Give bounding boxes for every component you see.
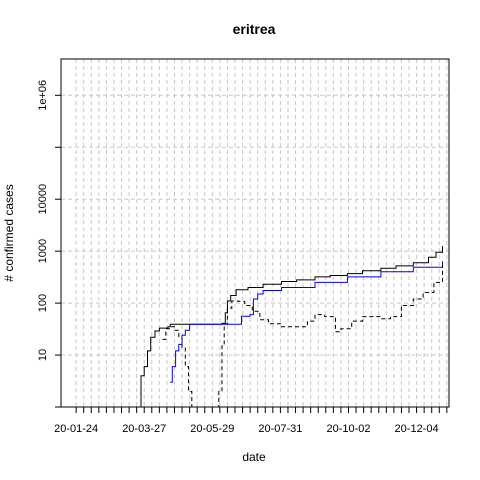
x-tick-label: 20-03-27: [122, 423, 166, 435]
y-axis-label: # confirmed cases: [2, 184, 16, 281]
x-tick-label: 20-05-29: [190, 423, 234, 435]
chart-title: eritrea: [233, 21, 276, 37]
y-tick-label: 10000: [37, 184, 49, 215]
y-tick-label: 1e+06: [37, 80, 49, 111]
x-tick-label: 20-01-24: [54, 423, 98, 435]
x-axis-label: date: [242, 450, 266, 464]
y-tick-label: 1000: [37, 239, 49, 263]
y-tick-label: 100: [37, 294, 49, 312]
x-tick-label: 20-12-04: [395, 423, 439, 435]
x-tick-label: 20-07-31: [258, 423, 302, 435]
x-tick-label: 20-10-02: [326, 423, 370, 435]
y-tick-label: 10: [37, 349, 49, 361]
